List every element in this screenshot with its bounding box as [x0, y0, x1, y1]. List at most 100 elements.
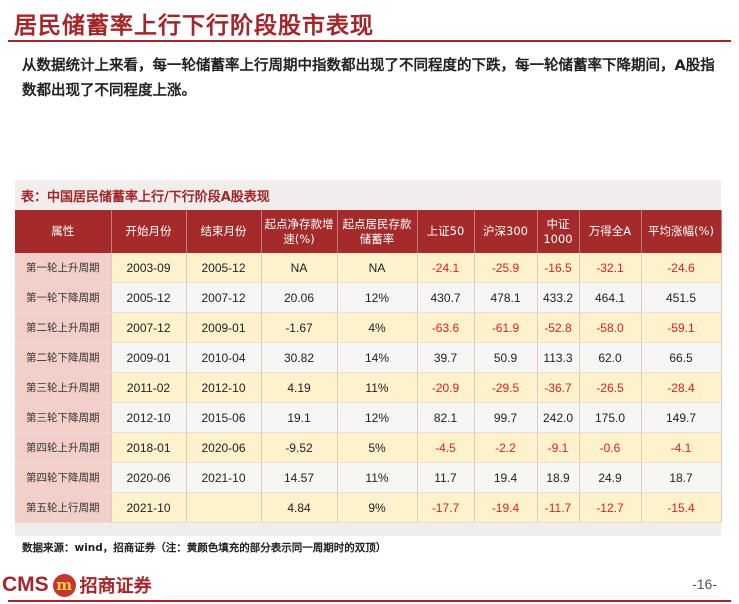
cell-sz50: 39.7 — [417, 342, 475, 373]
column-header: 起点居民存款储蓄率 — [337, 210, 418, 253]
cell-dep: 14.57 — [261, 462, 338, 493]
cell-sz50: 82.1 — [417, 402, 475, 433]
cell-end: 2009-01 — [186, 312, 262, 343]
cell-dep: 4.84 — [261, 492, 338, 523]
cell-start: 2018-01 — [111, 432, 187, 463]
cell-start: 2007-12 — [111, 312, 187, 343]
table-row: 第二轮上升周期 2007-12 2009-01 -1.67 4% -63.6 -61.9 -5… — [15, 312, 722, 343]
column-header: 沪深300 — [474, 210, 538, 253]
cell-avg: 451.5 — [641, 282, 722, 313]
cell-dep: 4.19 — [261, 372, 338, 403]
table-row: 第四轮下降周期 2020-06 2021-10 14.57 11% 11.7 19.4 18.… — [15, 462, 722, 493]
cell-avg: -4.1 — [641, 432, 722, 463]
cell-sz50: -63.6 — [417, 312, 475, 343]
cell-hs300: 478.1 — [474, 282, 538, 313]
table-body: 第一轮上升周期 2003-09 2005-12 NA NA -24.1 -25.9 -16.5… — [15, 253, 722, 523]
savings-market-table: 属性 开始月份 结束月份 起点净存款增速(%) 起点居民存款储蓄率 上证50 沪深300 中证… — [15, 210, 722, 523]
cell-dep: NA — [261, 253, 338, 283]
cell-hs300: 99.7 — [474, 402, 538, 433]
cell-wdqa: 175.0 — [579, 402, 642, 433]
cell-period: 第三轮下降周期 — [15, 402, 112, 433]
cell-wdqa: -32.1 — [579, 253, 642, 283]
cell-rate: 5% — [337, 432, 418, 463]
cell-zz1000: -52.8 — [537, 312, 580, 343]
cell-zz1000: -16.5 — [537, 253, 580, 283]
cell-start: 2003-09 — [111, 253, 187, 283]
cell-period: 第一轮下降周期 — [15, 282, 112, 313]
logo-company-name: 招商证券 — [79, 576, 152, 597]
cell-end: 2005-12 — [186, 253, 262, 283]
cell-zz1000: 433.2 — [537, 282, 580, 313]
cell-end: 2020-06 — [186, 432, 262, 463]
cell-end: 2012-10 — [186, 372, 262, 403]
table-row: 第二轮下降周期 2009-01 2010-04 30.82 14% 39.7 50.9 113… — [15, 342, 722, 373]
cell-wdqa: 62.0 — [579, 342, 642, 373]
cell-dep: -9.52 — [261, 432, 338, 463]
column-header: 属性 — [15, 210, 112, 253]
source-note: 数据来源：wind，招商证券（注：黄颜色填充的部分表示同一周期时的双顶） — [22, 542, 387, 554]
cell-zz1000: -11.7 — [537, 492, 580, 523]
table-row: 第五轮上行周期 2021-10 4.84 9% -17.7 -19.4 -11.7 -12.7… — [15, 492, 722, 523]
cell-dep: 19.1 — [261, 402, 338, 433]
cell-period: 第一轮上升周期 — [15, 253, 112, 283]
cell-hs300: -19.4 — [474, 492, 538, 523]
intro-paragraph: 从数据统计上来看，每一轮储蓄率上行周期中指数都出现了不同程度的下跌，每一轮储蓄率… — [22, 58, 715, 99]
cell-period: 第三轮上升周期 — [15, 372, 112, 403]
table-row: 第一轮上升周期 2003-09 2005-12 NA NA -24.1 -25.9 -16.5… — [15, 253, 722, 283]
cell-start: 2012-10 — [111, 402, 187, 433]
cell-wdqa: -58.0 — [579, 312, 642, 343]
cell-rate: 12% — [337, 282, 418, 313]
cell-start: 2011-02 — [111, 372, 187, 403]
table-row: 第三轮上升周期 2011-02 2012-10 4.19 11% -20.9 -29.5 -3… — [15, 372, 722, 403]
cell-dep: 30.82 — [261, 342, 338, 373]
cell-zz1000: 113.3 — [537, 342, 580, 373]
logo-mark-icon: m — [52, 573, 76, 597]
cell-sz50: 11.7 — [417, 462, 475, 493]
cell-avg: -24.6 — [641, 253, 722, 283]
cell-rate: 9% — [337, 492, 418, 523]
cell-hs300: -29.5 — [474, 372, 538, 403]
company-logo: CMS m 招商证券 — [2, 572, 152, 598]
cell-start: 2005-12 — [111, 282, 187, 313]
cell-wdqa: -12.7 — [579, 492, 642, 523]
cell-start: 2020-06 — [111, 462, 187, 493]
cell-wdqa: -0.6 — [579, 432, 642, 463]
cell-period: 第二轮上升周期 — [15, 312, 112, 343]
table-title: 表：中国居民储蓄率上行/下行阶段A股表现 — [21, 190, 270, 205]
cell-end: 2021-10 — [186, 462, 262, 493]
column-header: 中证1000 — [537, 210, 580, 253]
cell-end — [186, 492, 262, 523]
column-header: 万得全A — [579, 210, 642, 253]
page-number: -16- — [692, 576, 717, 592]
cell-zz1000: -9.1 — [537, 432, 580, 463]
cell-avg: 149.7 — [641, 402, 722, 433]
cell-period: 第四轮下降周期 — [15, 462, 112, 493]
cell-avg: -15.4 — [641, 492, 722, 523]
table-row: 第三轮下降周期 2012-10 2015-06 19.1 12% 82.1 99.7 242.… — [15, 402, 722, 433]
cell-rate: 14% — [337, 342, 418, 373]
cell-rate: 4% — [337, 312, 418, 343]
cell-rate: 11% — [337, 372, 418, 403]
cell-avg: 18.7 — [641, 462, 722, 493]
cell-hs300: 19.4 — [474, 462, 538, 493]
column-header: 结束月份 — [186, 210, 262, 253]
cell-end: 2010-04 — [186, 342, 262, 373]
cell-dep: -1.67 — [261, 312, 338, 343]
table-row: 第一轮下降周期 2005-12 2007-12 20.06 12% 430.7 478.1 4… — [15, 282, 722, 313]
cell-avg: -59.1 — [641, 312, 722, 343]
cell-zz1000: 18.9 — [537, 462, 580, 493]
cell-period: 第二轮下降周期 — [15, 342, 112, 373]
cell-wdqa: 24.9 — [579, 462, 642, 493]
column-header: 平均涨幅(%) — [641, 210, 722, 253]
cell-hs300: -61.9 — [474, 312, 538, 343]
footer-divider — [8, 600, 731, 602]
cell-sz50: -4.5 — [417, 432, 475, 463]
cell-end: 2007-12 — [186, 282, 262, 313]
cell-period: 第五轮上行周期 — [15, 492, 112, 523]
logo-text: CMS — [2, 573, 49, 596]
cell-rate: NA — [337, 253, 418, 283]
cell-sz50: 430.7 — [417, 282, 475, 313]
cell-avg: -28.4 — [641, 372, 722, 403]
cell-dep: 20.06 — [261, 282, 338, 313]
cell-rate: 12% — [337, 402, 418, 433]
